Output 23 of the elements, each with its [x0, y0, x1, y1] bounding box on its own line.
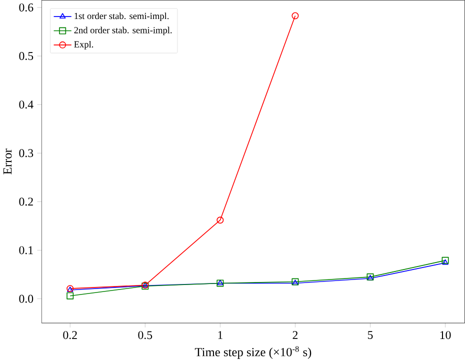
y-tick-label: 0.3: [19, 148, 34, 158]
x-tick-label: 0.2: [63, 330, 77, 339]
x-tick-label: 5: [368, 330, 373, 339]
y-tick-label: 0.0: [19, 294, 34, 303]
point: [442, 256, 449, 264]
y-tick-label: 0.4: [19, 100, 34, 108]
x-tick-label: 0.5: [138, 330, 152, 339]
x-axis-title: Time step size (×10$^{-8}$ s): [194, 346, 312, 359]
y-tick-label: 0.1: [19, 246, 33, 254]
x-tick-label: 10: [440, 330, 451, 339]
y-axis-title: Error: [3, 148, 12, 174]
legend-label: Expl.: [74, 40, 94, 50]
point: [442, 259, 448, 265]
point: [292, 12, 299, 20]
legend-label: 1st order stab. semi-impl.: [74, 12, 169, 21]
y-tick-label: 0.6: [19, 3, 34, 12]
x-tick-label: 1: [218, 330, 222, 339]
y-tick-label: 0.5: [19, 52, 34, 60]
legend-label: 2nd order stab. semi-impl.: [74, 26, 172, 36]
y-tick-label: 0.2: [19, 198, 33, 206]
point: [216, 216, 224, 224]
point: [66, 292, 74, 300]
x-tick-label: 2: [292, 330, 298, 339]
